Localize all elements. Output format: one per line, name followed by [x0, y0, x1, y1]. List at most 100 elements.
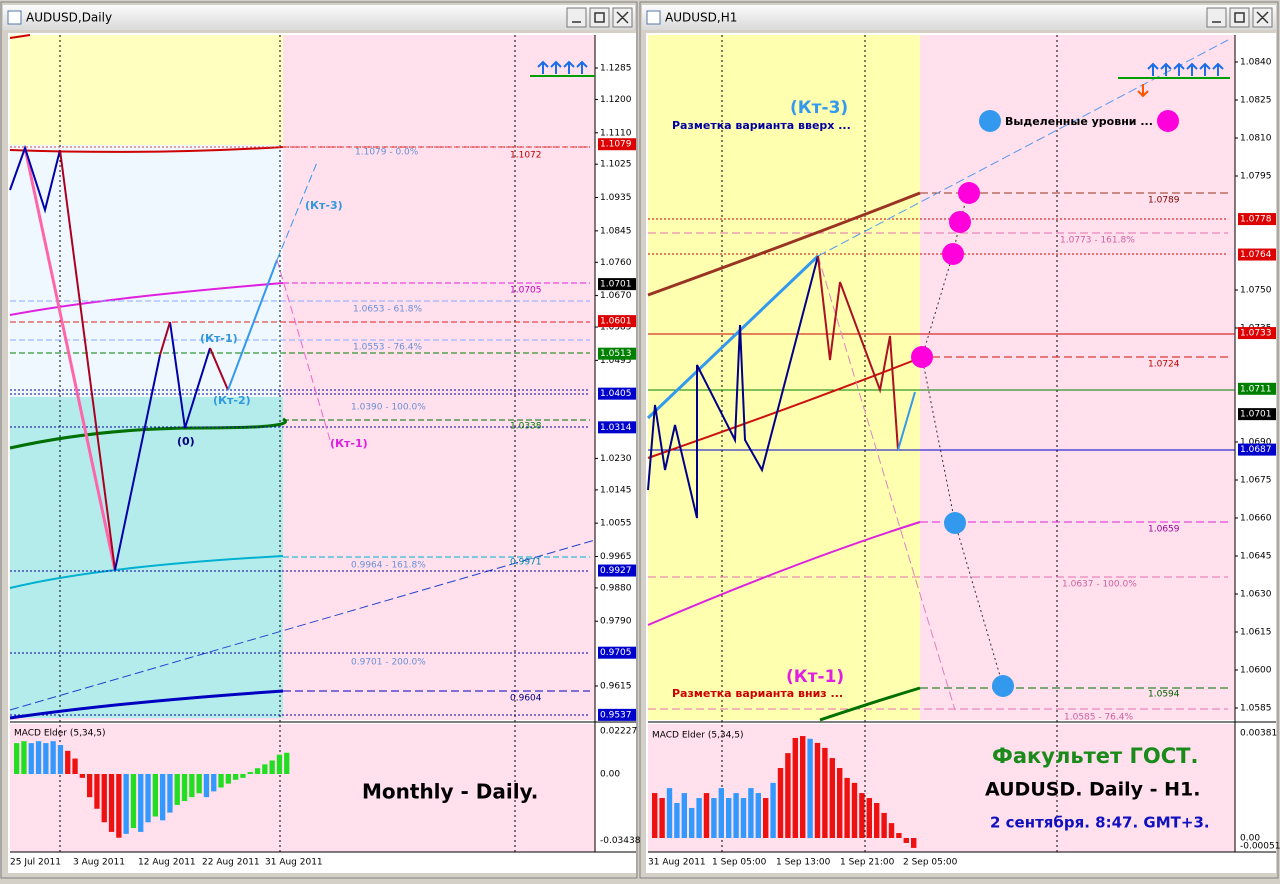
title-bar[interactable] [3, 5, 635, 30]
annotation: (Кт-1) [330, 437, 368, 450]
histogram-bar [87, 774, 93, 798]
date-label: 12 Aug 2011 [138, 858, 196, 868]
period-separators [721, 35, 1058, 852]
price-label: 0.9880 [600, 583, 632, 593]
histogram-bar [822, 747, 828, 838]
date-label: 1 Sep 05:00 [712, 858, 767, 868]
window-icon [646, 10, 661, 25]
price-label: 1.1025 [600, 160, 632, 170]
annotation: (Кт-3) [790, 98, 848, 118]
date-label: 25 Jul 2011 [10, 858, 61, 868]
histogram-bar [711, 798, 717, 838]
annotation: 1.0653 - 61.8% [353, 305, 422, 315]
price-label: 1.0675 [1240, 476, 1272, 486]
histogram-bar [14, 743, 20, 774]
price-marker [598, 138, 636, 151]
price-marker-label: 0.9537 [600, 710, 632, 720]
price-label: 1.0630 [1240, 590, 1272, 600]
histogram-bar [196, 774, 202, 794]
price-marker [1238, 408, 1276, 421]
price-label: 0.9790 [600, 617, 632, 627]
price-marker [598, 387, 636, 400]
histogram-bar [284, 752, 290, 774]
price-marker [1238, 443, 1276, 456]
histogram-bar [777, 768, 784, 838]
maximize-button[interactable] [589, 7, 610, 28]
indicator-scale-label: -0.03438 [600, 836, 641, 846]
price-label: 1.1110 [600, 128, 632, 138]
histogram-bar [792, 737, 798, 838]
histogram-bar [681, 793, 687, 838]
zone [10, 35, 283, 145]
price-marker [598, 564, 636, 577]
date-label: 22 Aug 2011 [202, 858, 260, 868]
annotation: 1.0724 [1148, 360, 1180, 370]
price-marker-label: 1.0701 [1240, 410, 1272, 420]
histogram-bar [43, 743, 49, 774]
annotation: 1.0594 [1148, 690, 1180, 700]
histogram-bar [866, 798, 872, 838]
annotation: 1.0338 [510, 422, 542, 432]
histogram-bar [874, 803, 880, 838]
minimize-button[interactable] [1206, 7, 1227, 28]
histogram-bar [748, 788, 754, 838]
histogram-bar [57, 745, 64, 774]
histogram-bar [755, 793, 761, 838]
price-marker-label: 1.0405 [600, 389, 632, 399]
histogram-bar [837, 768, 843, 838]
indicator-scale-label: 0.02227 [600, 727, 637, 737]
histogram-bar [689, 807, 695, 838]
histogram-bar [740, 798, 747, 838]
price-marker-label: 0.9927 [600, 566, 632, 576]
annotation: (Кт-2) [213, 394, 251, 407]
histogram-bar [145, 774, 151, 823]
zone [10, 397, 283, 718]
histogram-bar [72, 758, 78, 774]
price-marker [598, 278, 636, 291]
price-marker [598, 646, 636, 659]
price-label: 1.0660 [1240, 514, 1272, 524]
price-marker [598, 347, 636, 360]
price-marker [598, 708, 636, 721]
histogram-bar [247, 772, 253, 774]
price-label: 1.0845 [600, 226, 632, 236]
histogram-bar [240, 774, 246, 778]
histogram-bar [800, 736, 806, 838]
indicator-name: MACD Elder (5,34,5) [652, 731, 744, 741]
price-marker-label: 1.0701 [600, 280, 632, 290]
minimize-button[interactable] [566, 7, 587, 28]
zone [10, 145, 283, 397]
price-label: 0.9965 [600, 552, 632, 562]
histogram-bar [807, 738, 813, 838]
price-label: 1.0670 [600, 291, 632, 301]
price-marker-label: 1.0733 [1240, 329, 1272, 339]
histogram-bar [152, 774, 158, 817]
annotation: 0.9971 [510, 558, 542, 568]
annotation: (Кт-1) [786, 667, 844, 687]
histogram-bar [211, 774, 217, 792]
price-label: 1.0935 [600, 193, 632, 203]
histogram-bar [189, 774, 195, 798]
annotation: Разметка варианта вверх ... [672, 119, 851, 132]
price-marker [1238, 327, 1276, 340]
price-marker-label: 1.1079 [600, 140, 632, 150]
button-glyphs [572, 11, 1269, 24]
price-label: 1.0585 [600, 323, 632, 333]
annotation: 1.0789 [1148, 196, 1180, 206]
histogram-bar [718, 788, 724, 838]
price-marker-label: 0.9705 [600, 648, 632, 658]
histogram-bar [138, 774, 144, 832]
price-label: 1.0690 [1240, 438, 1272, 448]
histogram-bar [763, 798, 769, 838]
price-label: 1.0600 [1240, 666, 1272, 676]
histogram-bar [844, 777, 850, 838]
indicator-background [10, 724, 595, 852]
histogram-bar [785, 753, 791, 838]
histogram-bar [903, 838, 909, 843]
maximize-button[interactable] [1229, 7, 1250, 28]
caption: Факультет ГОСТ. [992, 744, 1198, 768]
window-title: AUDUSD,H1 [665, 11, 737, 25]
price-label: 1.0760 [600, 258, 632, 268]
title-bar[interactable] [642, 5, 1276, 30]
price-label: 1.0615 [1240, 628, 1272, 638]
